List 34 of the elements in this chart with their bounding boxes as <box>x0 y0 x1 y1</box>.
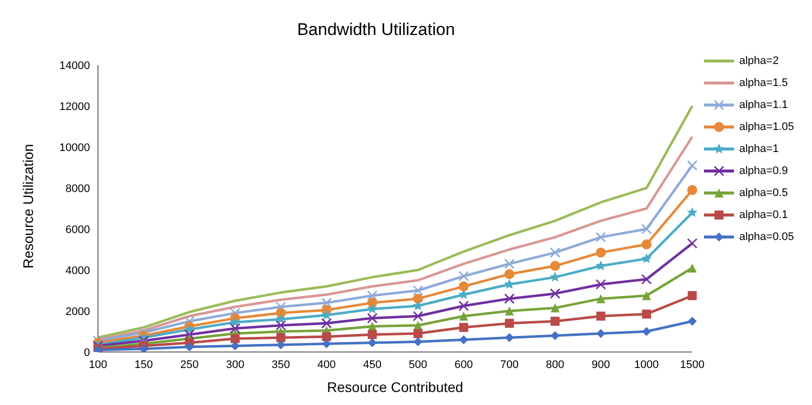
x-tick-label: 700 <box>500 358 519 371</box>
legend-label: alpha=0.5 <box>739 187 788 199</box>
y-tick-label: 14000 <box>59 60 90 72</box>
x-tick-label: 100 <box>88 358 108 371</box>
y-tick-label: 0 <box>84 346 90 359</box>
legend-label: alpha=0.9 <box>739 165 788 177</box>
x-tick-label: 300 <box>226 358 244 371</box>
y-tick-label: 2000 <box>66 306 90 318</box>
x-tick-label: 400 <box>317 358 336 371</box>
y-tick-label: 6000 <box>66 224 90 236</box>
y-tick-label: 4000 <box>66 264 90 277</box>
legend-label: alpha=1.05 <box>739 121 794 133</box>
legend-label: alpha=2 <box>739 55 779 67</box>
y-tick-label: 8000 <box>66 182 90 195</box>
x-tick-label: 250 <box>180 358 199 371</box>
x-tick-label: 350 <box>272 358 290 371</box>
x-tick-label: 500 <box>408 358 428 371</box>
legend-label: alpha=1 <box>739 143 779 155</box>
legend-label: alpha=1.5 <box>739 77 788 89</box>
x-tick-label: 800 <box>546 358 564 371</box>
legend-label: alpha=1.1 <box>739 99 788 111</box>
x-tick-label: 450 <box>363 358 382 371</box>
legend-label: alpha=0.1 <box>739 209 788 221</box>
chart-title: Bandwidth Utilization <box>296 19 456 41</box>
x-axis-title: Resource Contributed <box>327 379 464 395</box>
x-tick-label: 1500 <box>680 358 704 371</box>
x-tick-label: 600 <box>454 358 473 371</box>
legend-label: alpha=0.05 <box>739 231 794 243</box>
x-tick-label: 900 <box>592 358 610 371</box>
y-tick-label: 12000 <box>59 100 90 113</box>
x-tick-label: 150 <box>134 358 153 371</box>
x-tick-label: 1000 <box>634 358 659 371</box>
y-tick-label: 10000 <box>59 142 90 154</box>
y-axis-title: Resource Utilization <box>20 144 36 268</box>
